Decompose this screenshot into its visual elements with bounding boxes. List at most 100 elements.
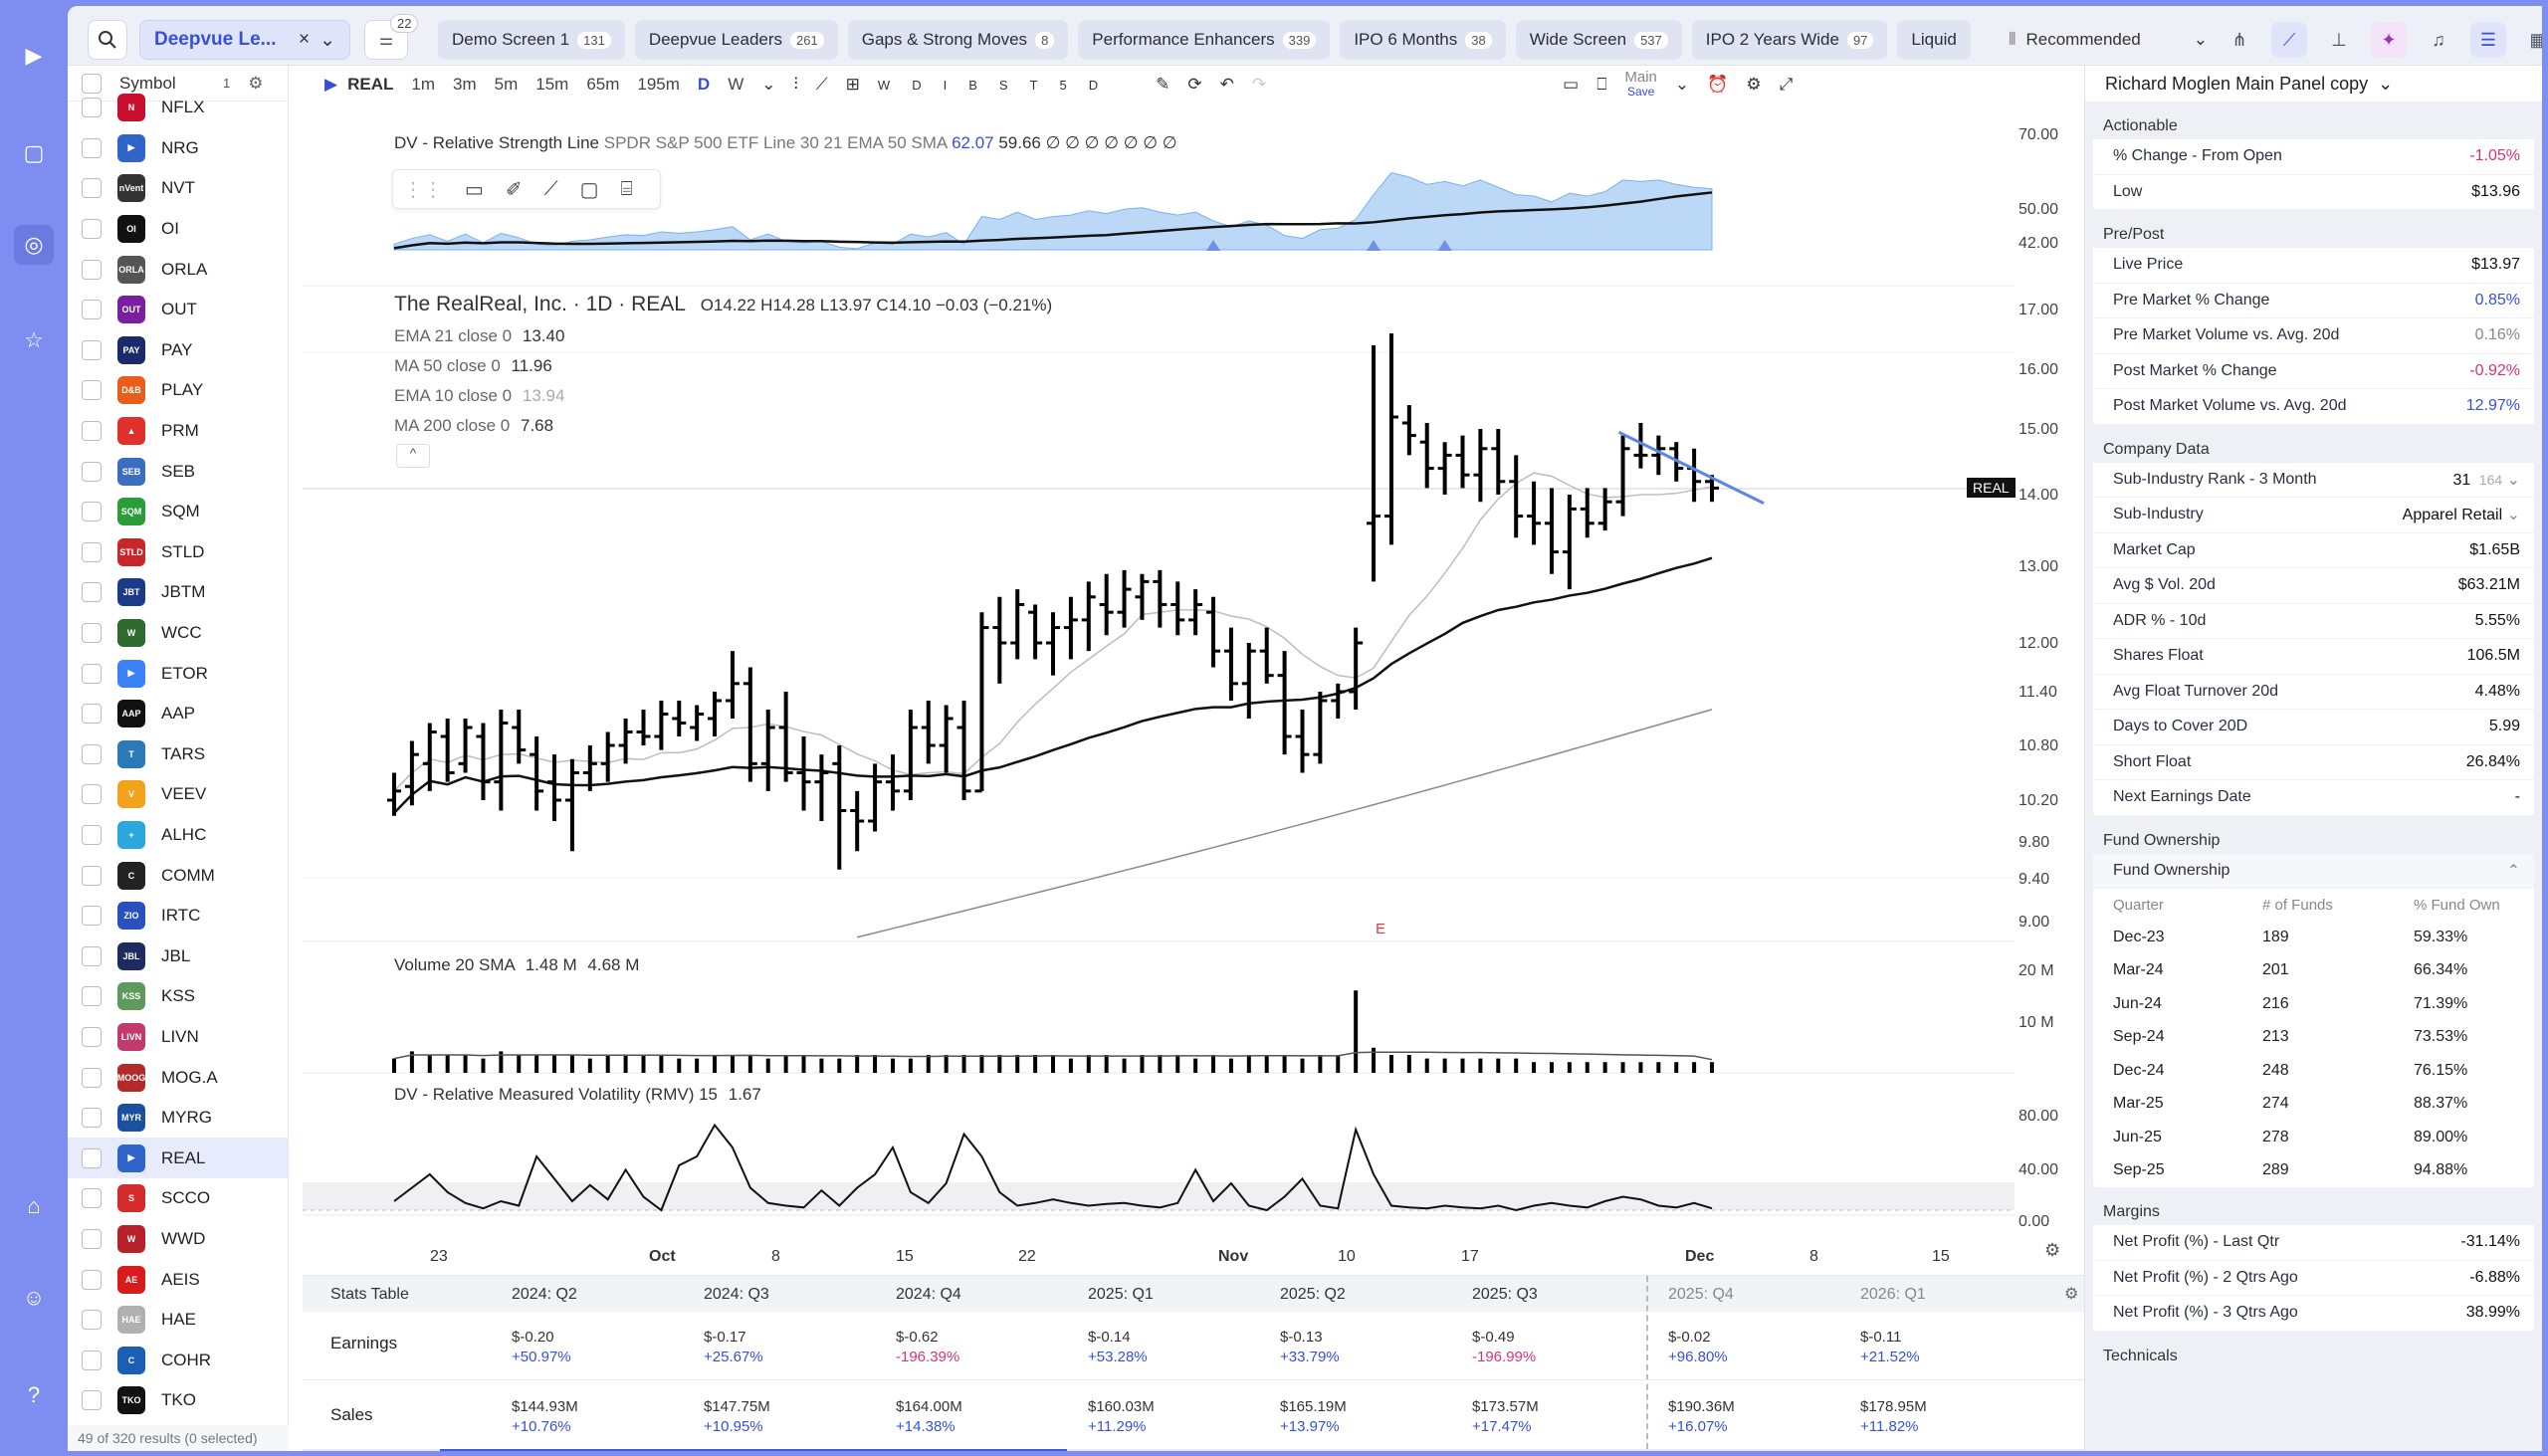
symbol-row[interactable]: SEB SEB — [68, 451, 288, 492]
symbol-row[interactable]: STLD STLD — [68, 532, 288, 573]
row-checkbox[interactable] — [82, 339, 102, 360]
symbol-row[interactable]: N NFLX — [68, 88, 288, 128]
kv-row[interactable]: Live Price $13.97 — [2093, 248, 2534, 284]
redo-icon[interactable]: ↷ — [1251, 75, 1267, 94]
fund-ownership-toggle[interactable]: Fund Ownership ⌃ — [2093, 853, 2534, 889]
symbol-row[interactable]: ▶ NRG — [68, 128, 288, 169]
symbol-row[interactable]: SQM SQM — [68, 492, 288, 532]
symbol-row[interactable]: V VEEV — [68, 774, 288, 815]
kv-row[interactable]: Net Profit (%) - 2 Qtrs Ago -6.88% — [2093, 1261, 2534, 1296]
templates-icon[interactable]: ⊞ — [845, 75, 860, 94]
kv-row[interactable]: % Change - From Open -1.05% — [2093, 139, 2534, 175]
range-button[interactable]: W — [877, 77, 891, 93]
comment-tool-icon[interactable]: ▢ — [579, 178, 599, 201]
row-checkbox[interactable] — [82, 945, 102, 966]
row-checkbox[interactable] — [82, 1188, 102, 1209]
select-all-checkbox[interactable] — [82, 73, 102, 94]
kv-row[interactable]: Net Profit (%) - 3 Qtrs Ago 38.99% — [2093, 1296, 2534, 1332]
timeframe-button[interactable]: 5m — [494, 75, 519, 94]
row-checkbox[interactable] — [82, 824, 102, 845]
folder-icon[interactable]: ⎕ — [1596, 75, 1607, 94]
row-checkbox[interactable] — [82, 704, 102, 725]
tab-screen[interactable]: Demo Screen 1 131 — [438, 20, 625, 60]
gear-icon[interactable]: ⚙ — [1746, 75, 1762, 94]
indicators-icon[interactable]: ⫶ — [793, 75, 798, 94]
chevron-down-icon[interactable]: ⌄ — [761, 75, 776, 94]
row-checkbox[interactable] — [82, 1147, 102, 1168]
timeframe-button[interactable]: 3m — [452, 75, 477, 94]
timeframe-button[interactable]: 195m — [637, 75, 680, 94]
line-tool-icon[interactable]: ⟋ — [543, 177, 558, 200]
candle-tool-icon[interactable]: ⌸ — [620, 177, 633, 200]
symbol-row[interactable]: C COHR — [68, 1340, 288, 1380]
stats-scrollbar[interactable] — [303, 1449, 2084, 1451]
symbol-row[interactable]: ▶ ETOR — [68, 653, 288, 694]
timeframe-button[interactable]: D — [697, 75, 711, 94]
trendline[interactable] — [1617, 430, 1765, 505]
symbol-row[interactable]: ZIO IRTC — [68, 896, 288, 936]
symbol-row[interactable]: + ALHC — [68, 815, 288, 856]
row-checkbox[interactable] — [82, 219, 102, 240]
row-checkbox[interactable] — [82, 906, 102, 927]
close-icon[interactable]: × — [298, 29, 311, 50]
range-button[interactable]: B — [968, 77, 977, 93]
chart-icon[interactable]: ⟋ — [2271, 22, 2307, 58]
kv-row[interactable]: Days to Cover 20D 5.99 — [2093, 710, 2534, 745]
gear-icon[interactable]: ⚙ — [248, 73, 264, 93]
row-checkbox[interactable] — [82, 743, 102, 764]
tab-screen[interactable]: IPO 6 Months 38 — [1340, 20, 1506, 60]
range-button[interactable]: 5 — [1059, 77, 1067, 93]
timeframe-button[interactable]: 65m — [586, 75, 620, 94]
row-checkbox[interactable] — [82, 1310, 102, 1331]
range-button[interactable]: D — [912, 77, 922, 93]
tab-screen[interactable]: Performance Enhancers 339 — [1078, 20, 1331, 60]
symbol-row[interactable]: D&B PLAY — [68, 370, 288, 411]
list-view-icon[interactable]: ☰ — [2470, 22, 2506, 58]
symbol-row[interactable]: MOOG MOG.A — [68, 1057, 288, 1098]
chevron-down-icon[interactable]: ⌄ — [319, 29, 335, 51]
kv-row[interactable]: Avg Float Turnover 20d 4.48% — [2093, 675, 2534, 710]
timeframe-button[interactable]: 15m — [535, 75, 569, 94]
layout-icon[interactable]: ⊥ — [2331, 29, 2347, 50]
ai-icon[interactable]: ✦ — [2371, 22, 2407, 58]
tab-screen[interactable]: Liquid — [1897, 20, 1971, 60]
row-checkbox[interactable] — [82, 1350, 102, 1370]
screen-select[interactable]: Deepvue Le... × ⌄ — [139, 20, 350, 60]
kv-row[interactable]: Market Cap $1.65B — [2093, 533, 2534, 568]
symbol-row[interactable]: PAY PAY — [68, 330, 288, 371]
symbol-row[interactable]: MYR MYRG — [68, 1098, 288, 1139]
row-checkbox[interactable] — [82, 865, 102, 886]
symbol-row[interactable]: TKO TKO — [68, 1380, 288, 1421]
fullscreen-icon[interactable]: ⤢ — [1779, 75, 1794, 94]
search-button[interactable] — [88, 20, 127, 60]
row-checkbox[interactable] — [82, 98, 102, 118]
symbol-row[interactable]: W WWD — [68, 1219, 288, 1260]
sort-select[interactable]: ⦀ Recommended ⌄ — [2009, 30, 2208, 50]
sub-industry-rank-select[interactable]: 31 164 ⌄ — [2453, 470, 2520, 490]
symbol-row[interactable]: LIVN LIVN — [68, 1017, 288, 1058]
row-checkbox[interactable] — [82, 502, 102, 522]
sub-industry-select[interactable]: Apparel Retail ⌄ — [2403, 505, 2520, 524]
row-checkbox[interactable] — [82, 461, 102, 482]
symbol-row[interactable]: nVent NVT — [68, 168, 288, 209]
logo-icon[interactable]: ▶ — [25, 43, 43, 68]
kv-row[interactable]: Pre Market Volume vs. Avg. 20d 0.16% — [2093, 318, 2534, 354]
symbol-row[interactable]: ▲ PRM — [68, 411, 288, 452]
scanner-icon[interactable]: ◎ — [14, 225, 54, 265]
tab-screen[interactable]: IPO 2 Years Wide 97 — [1691, 20, 1888, 60]
education-icon[interactable]: ⌂ — [27, 1193, 41, 1218]
panel-title-select[interactable]: Richard Moglen Main Panel copy ⌄ — [2085, 66, 2542, 102]
toolbar-symbol[interactable]: REAL — [347, 75, 394, 94]
symbol-column-label[interactable]: Symbol — [119, 73, 176, 93]
kv-row[interactable]: Post Market % Change -0.92% — [2093, 354, 2534, 389]
symbol-row[interactable]: C COMM — [68, 855, 288, 896]
symbol-row[interactable]: T TARS — [68, 734, 288, 775]
row-checkbox[interactable] — [82, 1390, 102, 1411]
row-checkbox[interactable] — [82, 663, 102, 684]
tab-screen[interactable]: Gaps & Strong Moves 8 — [847, 20, 1069, 60]
tab-screen[interactable]: Wide Screen 537 — [1515, 20, 1682, 60]
symbol-row[interactable]: HAE HAE — [68, 1300, 288, 1341]
kv-row[interactable]: Pre Market % Change 0.85% — [2093, 284, 2534, 318]
chart-canvas[interactable]: E70.0050.0042.0017.0016.0015.0014.0013.0… — [303, 66, 2084, 1275]
user-icon[interactable]: ☺ — [22, 1285, 46, 1310]
